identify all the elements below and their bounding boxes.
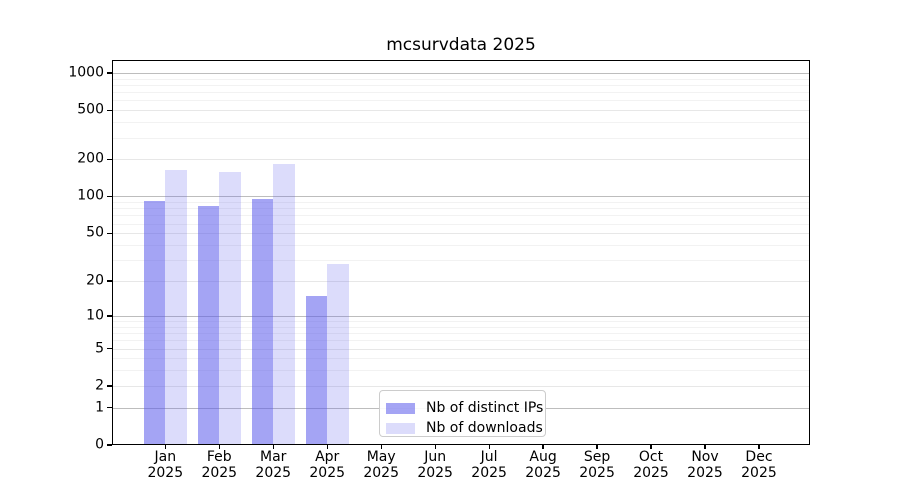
gridline bbox=[113, 348, 809, 350]
y-axis-label: 200 bbox=[77, 151, 104, 168]
major-gridline bbox=[113, 72, 809, 74]
x-tick-mark bbox=[326, 445, 328, 449]
y-tick-mark bbox=[107, 280, 112, 282]
y-tick-mark bbox=[107, 347, 112, 350]
x-axis-label: Dec 2025 bbox=[741, 449, 777, 481]
x-tick-mark bbox=[650, 445, 652, 449]
bar-distinct-ips bbox=[305, 295, 328, 444]
x-axis-label: Nov 2025 bbox=[687, 449, 723, 481]
legend-label: Nb of distinct IPs bbox=[426, 400, 544, 416]
y-tick-mark bbox=[107, 195, 112, 198]
y-tick-mark bbox=[107, 158, 112, 161]
x-tick-mark bbox=[704, 445, 706, 449]
x-tick-mark bbox=[218, 445, 220, 449]
minor-gridline bbox=[113, 78, 809, 80]
plot-area bbox=[112, 59, 810, 445]
y-tick-mark bbox=[107, 109, 112, 111]
legend-swatch-distinct-ips bbox=[386, 402, 415, 414]
minor-gridline bbox=[113, 358, 809, 360]
y-tick-mark bbox=[107, 315, 112, 317]
y-axis-label: 0 bbox=[95, 436, 104, 453]
gridline bbox=[113, 159, 809, 161]
chart-title: mcsurvdata 2025 bbox=[386, 35, 536, 55]
x-axis-label: Mar 2025 bbox=[255, 449, 292, 481]
y-tick-mark bbox=[107, 407, 112, 409]
minor-gridline bbox=[113, 245, 809, 246]
legend-item: Nb of downloads bbox=[386, 418, 543, 438]
x-axis-label: Apr 2025 bbox=[309, 449, 346, 481]
y-axis-label: 50 bbox=[86, 224, 104, 241]
minor-gridline bbox=[113, 100, 809, 102]
legend-item: Nb of distinct IPs bbox=[386, 398, 543, 418]
x-tick-mark bbox=[272, 445, 274, 449]
gridline bbox=[113, 281, 809, 283]
minor-gridline bbox=[113, 137, 809, 139]
minor-gridline bbox=[113, 260, 809, 262]
y-axis-label: 10 bbox=[86, 307, 104, 324]
x-axis-label: Oct 2025 bbox=[633, 449, 669, 481]
bar-downloads bbox=[219, 171, 241, 444]
y-axis-label: 500 bbox=[77, 101, 104, 118]
x-axis-label: Aug 2025 bbox=[525, 449, 561, 481]
x-tick-mark bbox=[164, 445, 166, 449]
minor-gridline bbox=[113, 321, 809, 322]
x-tick-mark bbox=[758, 445, 760, 449]
bar-distinct-ips bbox=[143, 200, 166, 444]
x-axis-label: Jun 2025 bbox=[417, 449, 453, 481]
bar-distinct-ips bbox=[197, 205, 220, 444]
minor-gridline bbox=[113, 340, 809, 342]
y-axis-label: 2 bbox=[95, 377, 104, 394]
gridline bbox=[113, 385, 809, 387]
y-axis-label: 1 bbox=[95, 399, 104, 416]
legend: Nb of distinct IPs Nb of downloads bbox=[379, 390, 546, 437]
y-tick-mark bbox=[107, 385, 112, 387]
y-axis-label: 5 bbox=[95, 340, 104, 357]
minor-gridline bbox=[113, 333, 809, 335]
minor-gridline bbox=[113, 92, 809, 94]
gridline bbox=[113, 233, 809, 235]
x-tick-mark bbox=[542, 445, 544, 449]
y-tick-mark bbox=[107, 444, 112, 446]
minor-gridline bbox=[113, 370, 809, 372]
legend-swatch-downloads bbox=[386, 422, 415, 434]
minor-gridline bbox=[113, 215, 809, 217]
minor-gridline bbox=[113, 326, 809, 328]
major-gridline bbox=[113, 196, 809, 198]
minor-gridline bbox=[113, 223, 809, 225]
x-axis-label: Feb 2025 bbox=[201, 449, 238, 481]
minor-gridline bbox=[113, 122, 809, 124]
x-tick-mark bbox=[596, 445, 598, 449]
bar-downloads bbox=[273, 163, 295, 444]
x-axis-label: Jan 2025 bbox=[147, 449, 184, 481]
legend-label: Nb of downloads bbox=[426, 420, 543, 436]
x-axis-label: May 2025 bbox=[363, 449, 399, 481]
bar-downloads bbox=[327, 263, 349, 444]
major-gridline bbox=[113, 315, 809, 317]
x-axis-label: Jul 2025 bbox=[471, 449, 507, 481]
x-axis-label: Sep 2025 bbox=[579, 449, 615, 481]
y-axis-label: 100 bbox=[77, 188, 104, 205]
y-axis-label: 20 bbox=[86, 272, 104, 289]
gridline bbox=[113, 110, 809, 112]
y-axis-label: 1000 bbox=[68, 64, 104, 81]
bar-distinct-ips bbox=[251, 198, 274, 444]
bar-downloads bbox=[165, 169, 187, 444]
x-tick-mark bbox=[488, 445, 490, 449]
minor-gridline bbox=[113, 208, 809, 210]
x-tick-mark bbox=[380, 445, 382, 449]
x-tick-mark bbox=[434, 445, 436, 449]
y-tick-mark bbox=[107, 232, 112, 234]
minor-gridline bbox=[113, 202, 809, 204]
y-tick-mark bbox=[107, 72, 112, 74]
minor-gridline bbox=[113, 84, 809, 86]
